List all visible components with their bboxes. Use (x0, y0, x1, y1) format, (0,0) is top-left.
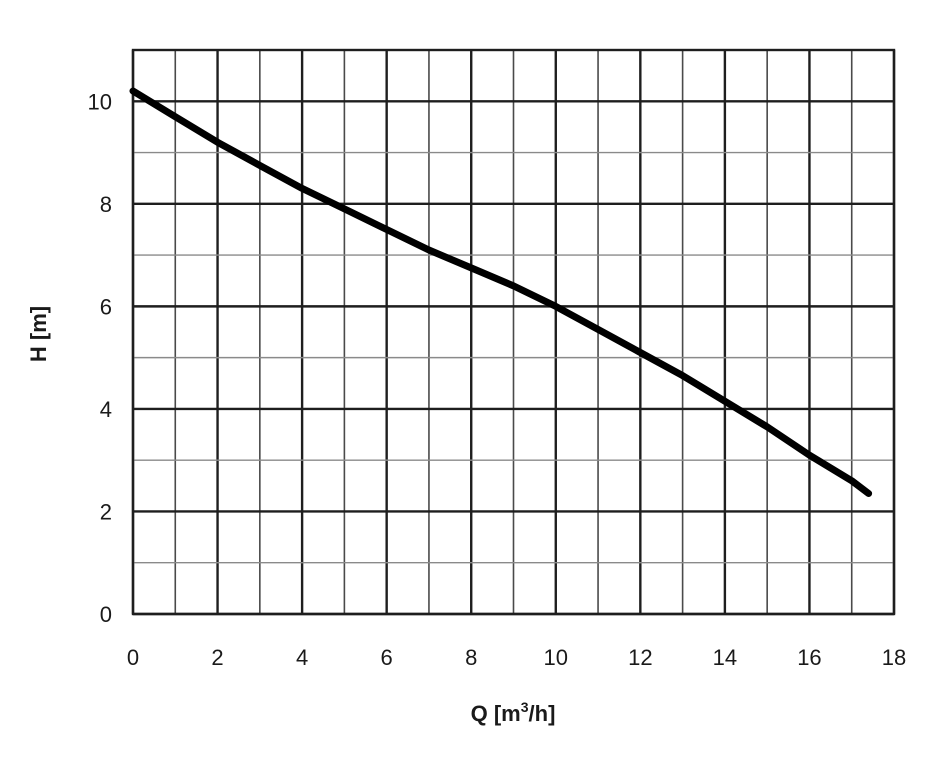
x-tick-label: 2 (211, 645, 223, 670)
x-tick-label: 6 (381, 645, 393, 670)
x-axis-ticks: 0 2 4 6 8 10 12 14 16 18 (127, 645, 906, 670)
x-tick-label: 4 (296, 645, 308, 670)
series-layer (129, 87, 873, 497)
y-tick-label: 8 (100, 192, 112, 217)
x-tick-label: 14 (713, 645, 737, 670)
y-tick-label: 0 (100, 602, 112, 627)
y-tick-label: 6 (100, 294, 112, 319)
series-line-1 (129, 87, 873, 497)
y-axis-title: H [m] (26, 306, 51, 362)
y-tick-label: 10 (88, 89, 112, 114)
x-tick-label: 0 (127, 645, 139, 670)
x-tick-label: 10 (544, 645, 568, 670)
y-tick-label: 4 (100, 397, 112, 422)
grid (131, 48, 896, 616)
x-tick-label: 12 (628, 645, 652, 670)
plot-frame (131, 48, 896, 616)
x-tick-label: 8 (465, 645, 477, 670)
x-tick-label: 16 (797, 645, 821, 670)
y-tick-label: 2 (100, 499, 112, 524)
y-axis-ticks: 0 2 4 6 8 10 (88, 89, 112, 627)
x-axis-title: Q [m3/h] (471, 699, 556, 726)
x-tick-label: 18 (882, 645, 906, 670)
